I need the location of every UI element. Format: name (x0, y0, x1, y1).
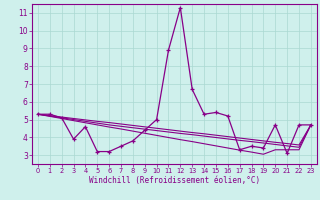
X-axis label: Windchill (Refroidissement éolien,°C): Windchill (Refroidissement éolien,°C) (89, 176, 260, 185)
